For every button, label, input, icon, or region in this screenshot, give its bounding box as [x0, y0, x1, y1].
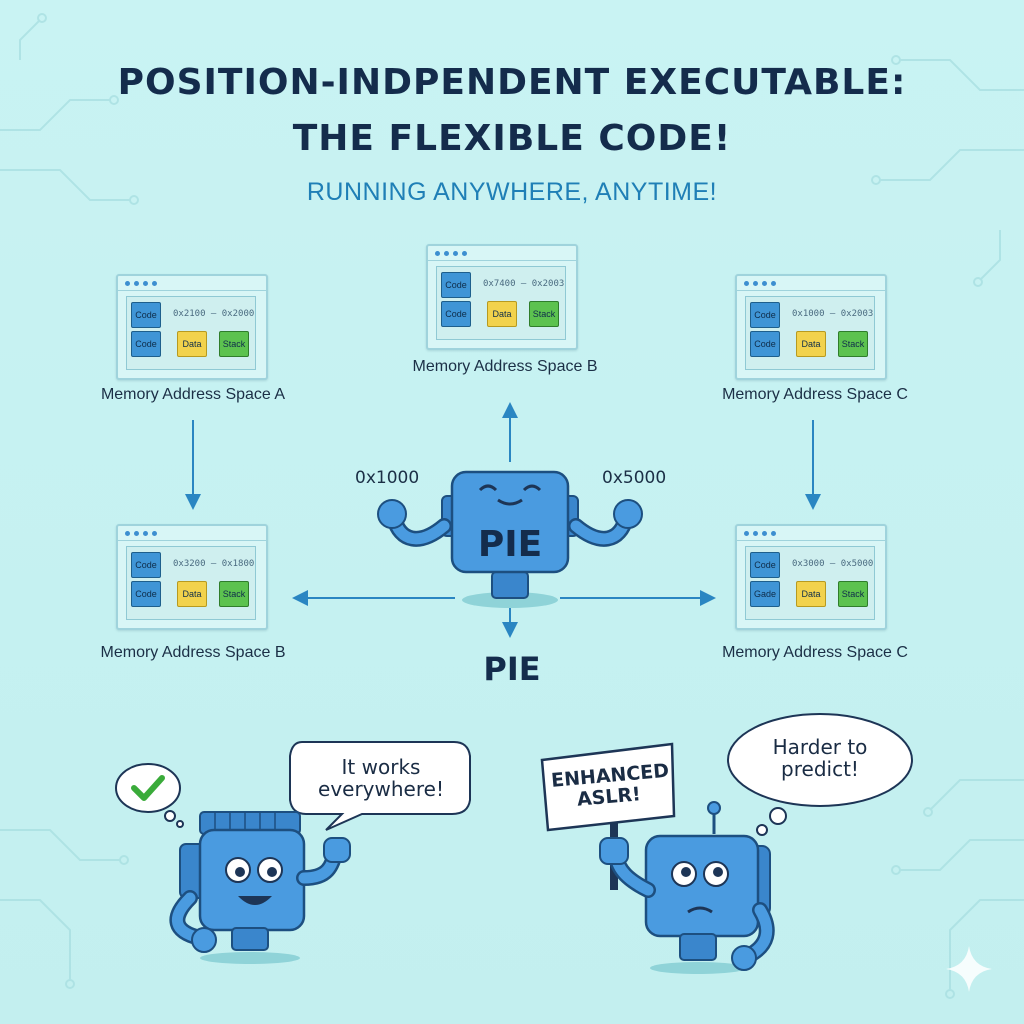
- robot-worried-icon: [599, 801, 775, 974]
- memory-label-c-bottom: Memory Address Space C: [722, 644, 908, 661]
- data-block: Data: [796, 581, 826, 607]
- pie-caption: PIE: [483, 650, 541, 688]
- data-block: Data: [487, 301, 517, 327]
- memory-window-a: Code Code Data Stack 0x2100 — 0x2000: [116, 274, 268, 380]
- code-block: Gade: [750, 581, 780, 607]
- title-line-2: THE FLEXIBLE CODE!: [292, 118, 732, 159]
- memory-window-c-bottom: Code Gade Data Stack 0x3000 — 0x5000: [735, 524, 887, 630]
- subtitle: RUNNING ANYWHERE, ANYTIME!: [306, 178, 718, 206]
- bubble-right-text: Harder to predict!: [772, 735, 868, 781]
- title-line-1: POSITION-INDPENDENT EXECUTABLE:: [117, 62, 907, 103]
- memory-window-c-top: Code Code Data Stack 0x1000 — 0x2003: [735, 274, 887, 380]
- code-block: Code: [131, 581, 161, 607]
- data-block: Data: [796, 331, 826, 357]
- code-block: Code: [131, 302, 161, 328]
- hex-right-label: 0x5000: [602, 468, 667, 488]
- address-range: 0x3200 — 0x1800: [173, 559, 255, 569]
- speech-bubble-left: [289, 741, 471, 831]
- memory-window-b-top: Code Code Data Stack 0x7400 — 0x2003: [426, 244, 578, 350]
- address-range: 0x1000 — 0x2003: [792, 309, 874, 319]
- memory-window-b-bottom: Code Code Data Stack 0x3200 — 0x1800: [116, 524, 268, 630]
- stack-block: Stack: [219, 331, 249, 357]
- memory-label-b-bottom: Memory Address Space B: [100, 644, 286, 661]
- memory-label-b-top: Memory Address Space B: [412, 358, 598, 375]
- bubble-left-text: It works everywhere!: [318, 755, 444, 801]
- checkmark-icon: [131, 775, 165, 801]
- data-block: Data: [177, 331, 207, 357]
- code-block: Code: [750, 331, 780, 357]
- checkmark-bubble: [115, 763, 184, 828]
- speech-bubble-right: [727, 713, 913, 836]
- address-range: 0x3000 — 0x5000: [792, 559, 874, 569]
- data-block: Data: [177, 581, 207, 607]
- pie-robot-label: PIE: [478, 524, 542, 565]
- code-block: Code: [131, 552, 161, 578]
- code-block: Code: [750, 552, 780, 578]
- address-range: 0x7400 — 0x2003: [483, 279, 565, 289]
- stack-block: Stack: [838, 581, 868, 607]
- memory-label-a: Memory Address Space A: [100, 386, 286, 403]
- stack-block: Stack: [529, 301, 559, 327]
- code-block: Code: [750, 302, 780, 328]
- address-range: 0x2100 — 0x2000: [173, 309, 255, 319]
- stack-block: Stack: [838, 331, 868, 357]
- robot-happy-icon: [169, 811, 351, 964]
- stack-block: Stack: [219, 581, 249, 607]
- code-block: Code: [441, 272, 471, 298]
- code-block: Code: [131, 331, 161, 357]
- memory-label-c-top: Memory Address Space C: [722, 386, 908, 403]
- sparkle-icon: [946, 946, 992, 992]
- code-block: Code: [441, 301, 471, 327]
- hex-left-label: 0x1000: [355, 468, 420, 488]
- pie-robot-icon: PIE: [377, 470, 643, 608]
